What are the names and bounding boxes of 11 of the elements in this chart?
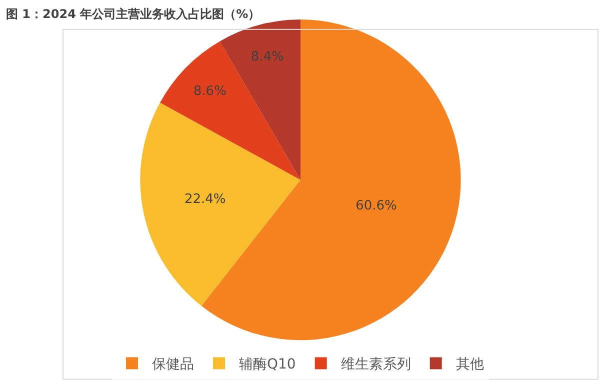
data-label: 60.6% [356, 198, 397, 214]
legend-label: 保健品 [152, 356, 194, 373]
legend-label: 维生素系列 [340, 356, 411, 373]
legend-label: 辅酶Q10 [239, 356, 296, 373]
pie-slice [140, 102, 300, 306]
legend-label: 其他 [456, 356, 484, 373]
chart-title: 图 1：2024 年公司主营业务收入占比图（%） [6, 7, 260, 22]
data-label: 8.4% [250, 50, 284, 65]
data-label: 8.6% [193, 84, 226, 100]
data-label: 22.4% [184, 192, 226, 207]
pie-slice [160, 41, 300, 180]
